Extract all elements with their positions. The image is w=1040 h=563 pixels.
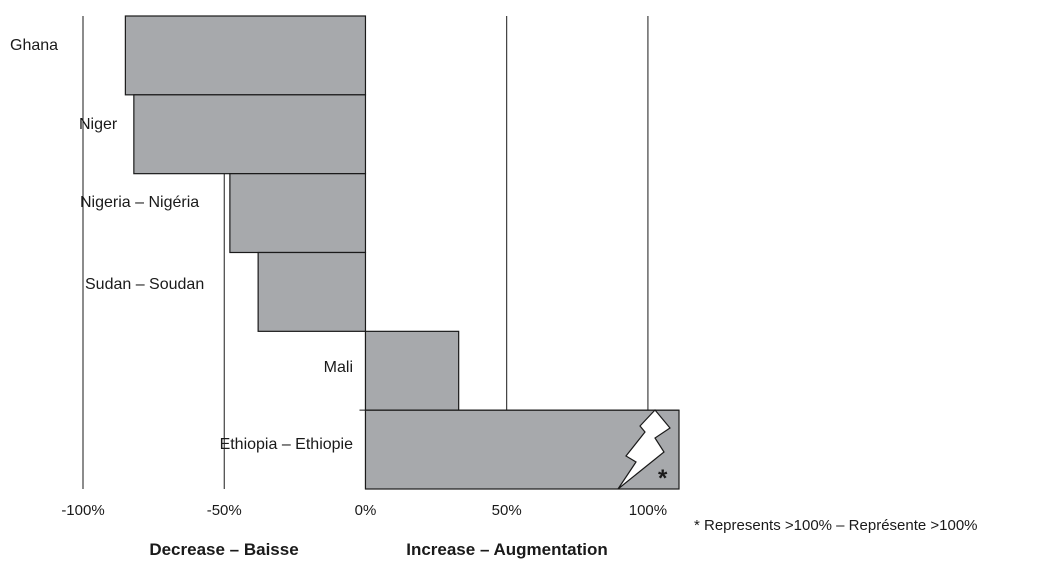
footnote: * Represents >100% – Représente >100% xyxy=(694,517,978,534)
category-label: Nigeria – Nigéria xyxy=(80,194,199,211)
x-tick-label: 50% xyxy=(492,502,522,519)
x-tick-label: 0% xyxy=(355,502,377,519)
bar xyxy=(364,330,460,411)
category-label: Ethiopia – Ethiopie xyxy=(220,436,354,453)
decrease-axis-title: Decrease – Baisse xyxy=(149,540,298,559)
x-tick-label: -100% xyxy=(61,502,104,519)
truncated-marker: * xyxy=(658,465,668,492)
x-tick-label: -50% xyxy=(207,502,242,519)
increase-axis-title: Increase – Augmentation xyxy=(406,540,608,559)
bar xyxy=(229,173,367,254)
category-labels: Ghana Niger Nigeria – Nigéria Sudan – Souda… xyxy=(10,37,353,453)
bars-layer xyxy=(124,15,680,490)
bar xyxy=(257,251,367,332)
break-lightning-icon xyxy=(617,409,671,490)
x-tick-labels: -100% -50% 0% 50% 100% xyxy=(61,502,667,519)
category-label: Sudan – Soudan xyxy=(85,276,204,293)
bar xyxy=(133,94,367,175)
bar xyxy=(124,15,367,96)
category-label: Ghana xyxy=(10,37,58,54)
category-label: Mali xyxy=(324,359,353,376)
category-label: Niger xyxy=(79,116,118,133)
x-tick-label: 100% xyxy=(629,502,667,519)
